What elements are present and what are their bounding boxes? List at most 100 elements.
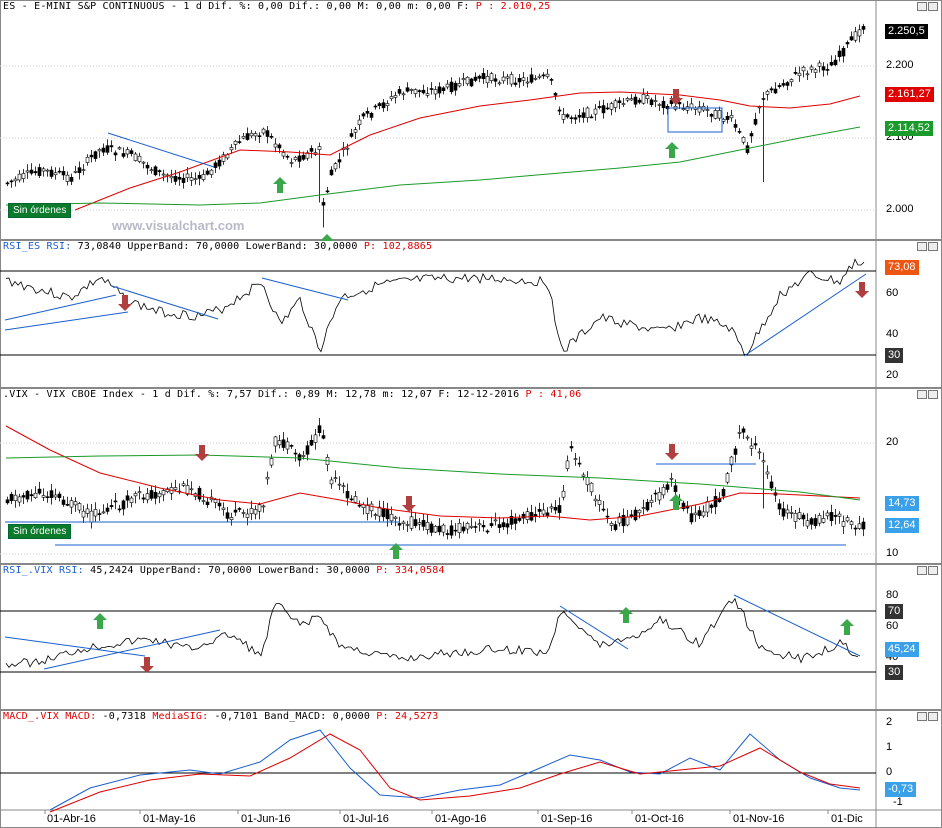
candle-body (221, 507, 226, 510)
candle-body (261, 128, 266, 134)
rsi-es-window-buttons[interactable] (917, 242, 938, 251)
candle-body (89, 154, 94, 158)
candle-body (633, 96, 638, 105)
rsi-vix-window-buttons[interactable] (917, 566, 938, 575)
vix-orders-label: Sin órdenes (8, 524, 72, 539)
candle-body (213, 499, 218, 503)
candle-body (617, 100, 622, 104)
candle-body (133, 493, 138, 497)
candle-body (569, 446, 574, 449)
candle-body (721, 489, 726, 497)
macd-window-buttons[interactable] (917, 712, 938, 721)
candle-body (765, 471, 770, 475)
candle-body (561, 114, 566, 120)
candle-body (197, 487, 202, 500)
es-last-price-badge: 2.250,5 (885, 24, 928, 39)
candle-body (449, 81, 454, 93)
candle-body (485, 530, 490, 533)
candle-body (517, 78, 522, 83)
candle-body (833, 59, 838, 66)
candle-body (497, 82, 502, 85)
candle-body (729, 115, 734, 119)
candle-body (25, 170, 30, 173)
candle-body (73, 501, 78, 506)
candle-body (213, 162, 218, 168)
candle-body (329, 479, 334, 485)
candle-body (529, 74, 534, 83)
macd-signal-line (49, 733, 861, 813)
vix-price-chart (0, 388, 942, 564)
candle-body (749, 445, 754, 449)
sell-arrow-icon (195, 445, 209, 461)
candle-body (21, 173, 26, 179)
candle-body (341, 485, 346, 488)
candle-body (49, 169, 54, 177)
candle-body (833, 515, 838, 517)
candle-body (545, 73, 550, 77)
rsi-vix-tick-60: 60 (886, 620, 899, 632)
candle-body (193, 178, 198, 180)
x-label-aug: 01-Ago-16 (435, 813, 487, 825)
candle-body (277, 440, 282, 446)
candle-body (73, 171, 78, 173)
candle-body (57, 493, 62, 498)
candle-body (233, 140, 238, 145)
candle-body (81, 169, 86, 171)
buy-arrow-icon (669, 494, 683, 510)
candle-body (121, 500, 126, 510)
candle-body (665, 484, 670, 490)
x-label-jul: 01-Jul-16 (343, 813, 389, 825)
candle-body (225, 512, 230, 519)
candle-body (809, 518, 814, 525)
buy-arrow-icon (320, 234, 334, 241)
candle-body (365, 504, 370, 514)
candle-body (329, 169, 334, 176)
es-range-box (667, 107, 723, 133)
candle-body (465, 523, 470, 530)
candle-body (229, 147, 234, 151)
buy-arrow-icon (389, 543, 403, 559)
candle-body (317, 146, 322, 150)
candle-body (117, 508, 122, 511)
candle-body (581, 112, 586, 118)
candle-body (429, 88, 434, 90)
candle-body (477, 523, 482, 526)
candle-body (533, 78, 538, 80)
candle-body (133, 153, 138, 161)
candle-body (853, 527, 858, 530)
x-label-may: 01-May-16 (143, 813, 196, 825)
vix-price-pane: .VIX - VIX CBOE Index - 1 d Dif. %: 7,57… (0, 388, 942, 564)
candle-body (289, 445, 294, 447)
vix-green-ma-badge: 14,73 (885, 496, 919, 511)
x-label-oct: 01-Oct-16 (635, 813, 684, 825)
candle-body (821, 518, 826, 523)
candle-body (105, 507, 110, 512)
candle-body (221, 154, 226, 162)
candle-body (109, 145, 114, 148)
candle-body (409, 89, 414, 91)
candle-body (413, 519, 418, 527)
candle-body (837, 513, 842, 517)
candle-body (677, 102, 682, 105)
vix-window-buttons[interactable] (917, 390, 938, 399)
es-window-buttons[interactable] (917, 2, 938, 11)
candle-body (817, 515, 822, 524)
candle-body (509, 74, 514, 85)
candle-body (517, 518, 522, 521)
candle-body (177, 176, 182, 180)
candle-body (69, 177, 74, 182)
candle-body (577, 115, 582, 118)
candle-body (9, 493, 14, 501)
rsi-es-lower-badge: 30 (885, 348, 904, 363)
candle-body (129, 150, 134, 154)
candle-body (801, 66, 806, 72)
candle-body (737, 432, 742, 434)
candle-body (209, 169, 214, 175)
candle-body (245, 513, 250, 518)
candle-body (557, 505, 562, 513)
candle-body (145, 164, 150, 169)
candle-body (681, 502, 686, 509)
candle-body (793, 513, 798, 522)
candle-body (741, 137, 746, 143)
candle-body (649, 99, 654, 106)
